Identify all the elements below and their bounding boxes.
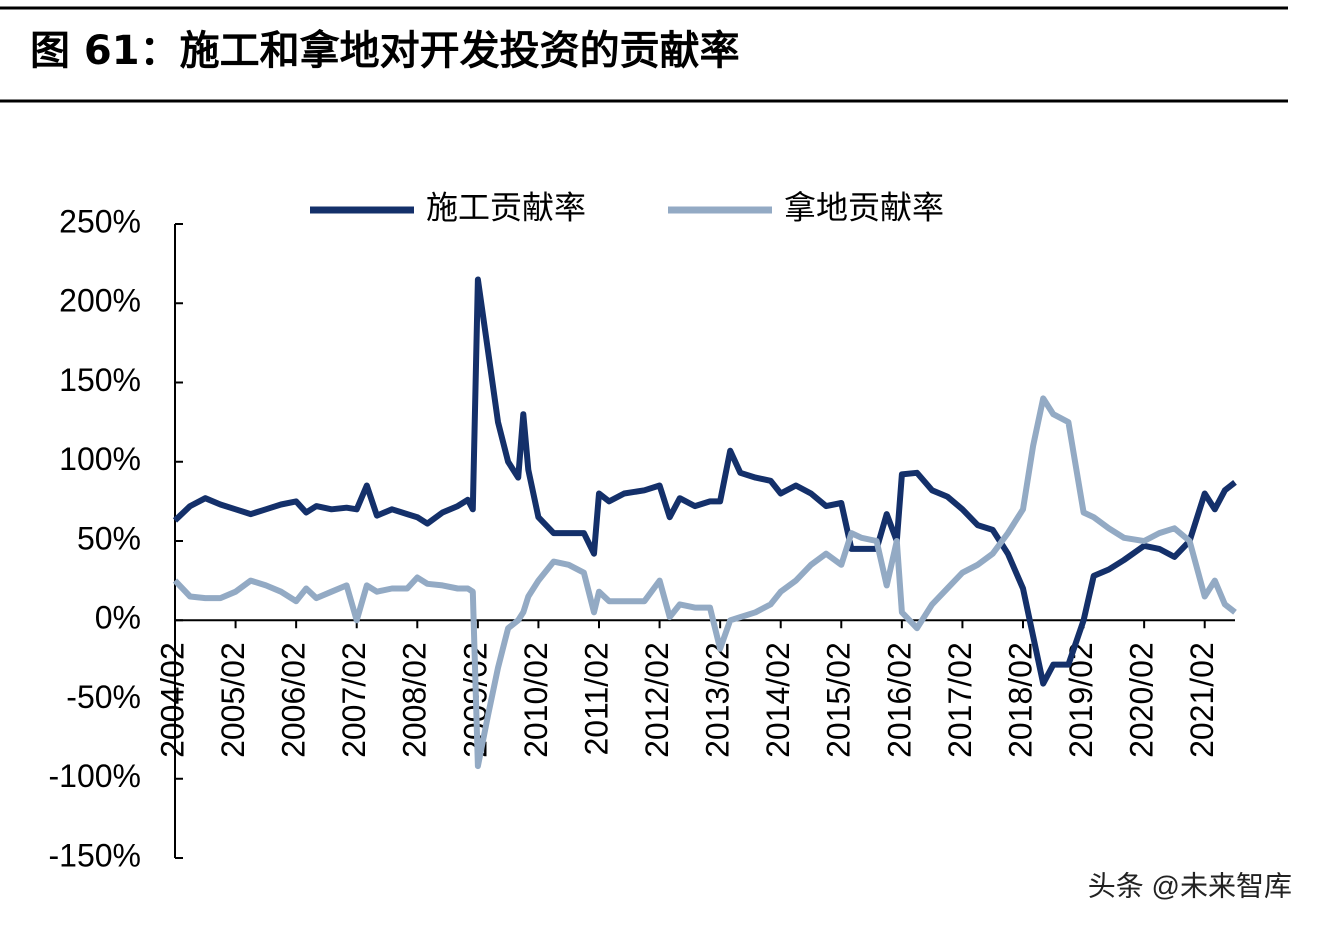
- x-tick-label: 2013/02: [700, 642, 736, 758]
- x-tick-label: 2016/02: [881, 642, 917, 758]
- x-tick-label: 2005/02: [215, 642, 251, 758]
- x-tick-label: 2021/02: [1184, 642, 1220, 758]
- watermark: 头条 @未来智库: [1088, 870, 1292, 901]
- x-tick-label: 2015/02: [821, 642, 857, 758]
- x-tick-label: 2010/02: [518, 642, 554, 758]
- y-tick-label: 250%: [59, 203, 141, 239]
- x-tick-label: 2008/02: [397, 642, 433, 758]
- y-tick-label: -150%: [49, 837, 142, 873]
- y-tick-label: 0%: [95, 600, 141, 636]
- series-line: [172, 395, 1237, 770]
- x-tick-label: 2006/02: [276, 642, 312, 758]
- y-tick-label: -50%: [66, 679, 141, 715]
- y-tick-label: 50%: [77, 520, 141, 556]
- x-tick-label: 2018/02: [1002, 642, 1038, 758]
- series-line: [172, 276, 1237, 687]
- y-tick-label: -100%: [49, 758, 142, 794]
- x-tick-label: 2012/02: [639, 642, 675, 758]
- legend-label: 施工贡献率: [426, 189, 586, 225]
- y-tick-label: 200%: [59, 283, 141, 319]
- x-tick-label: 2020/02: [1124, 642, 1160, 758]
- x-tick-label: 2007/02: [336, 642, 372, 758]
- y-tick-label: 100%: [59, 441, 141, 477]
- x-tick-label: 2004/02: [154, 642, 190, 758]
- legend-label: 拿地贡献率: [784, 189, 944, 225]
- x-tick-label: 2014/02: [760, 642, 796, 758]
- x-tick-label: 2017/02: [942, 642, 978, 758]
- chart-title: 图 61：施工和拿地对开发投资的贡献率: [30, 28, 740, 74]
- x-tick-label: 2011/02: [578, 642, 614, 755]
- y-tick-label: 150%: [59, 362, 141, 398]
